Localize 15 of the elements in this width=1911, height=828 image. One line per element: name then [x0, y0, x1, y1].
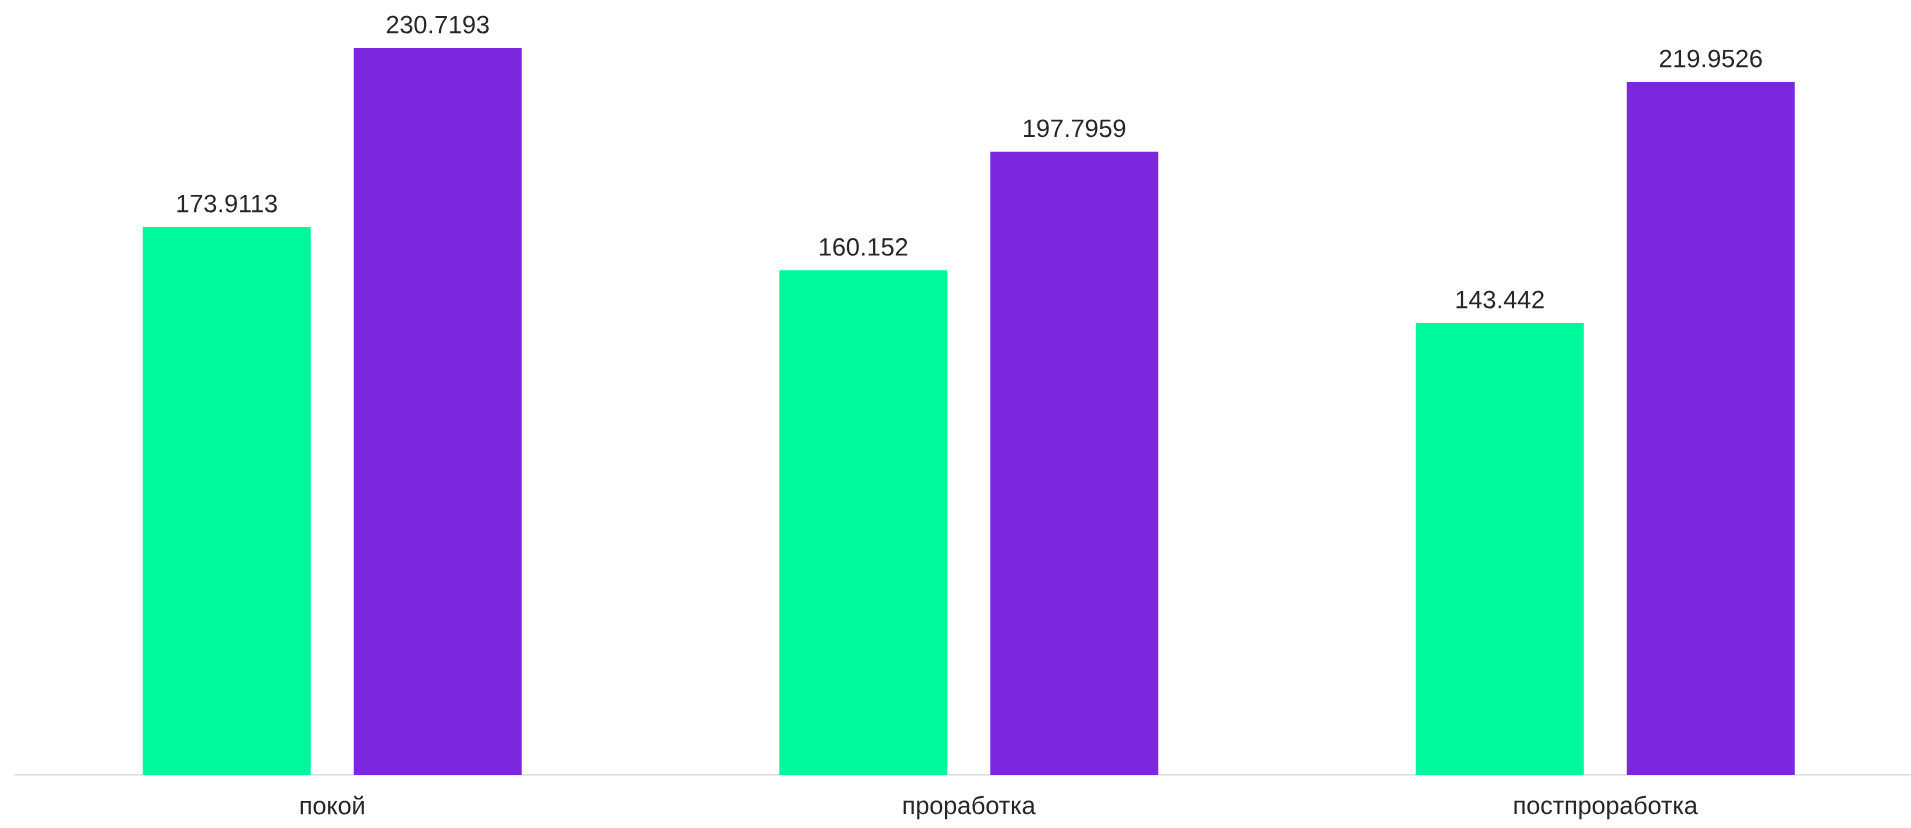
data-label: 197.7959: [1024, 119, 1126, 138]
bar: [353, 48, 522, 775]
data-label: 143.442: [1456, 290, 1544, 309]
data-label: 160.152: [820, 238, 908, 256]
data-label: 219.9526: [1659, 49, 1762, 68]
bar: [1415, 323, 1584, 775]
x-tick-label: проработка: [903, 795, 1036, 820]
bar: [779, 270, 948, 775]
bar: [990, 151, 1159, 775]
data-label: 230.7193: [386, 15, 489, 34]
bar: [142, 227, 311, 775]
x-tick-label: покой: [300, 795, 364, 815]
x-tick-label: постпроработка: [1514, 795, 1698, 820]
bar: [1626, 81, 1795, 775]
data-label: 173.9113: [177, 194, 277, 213]
